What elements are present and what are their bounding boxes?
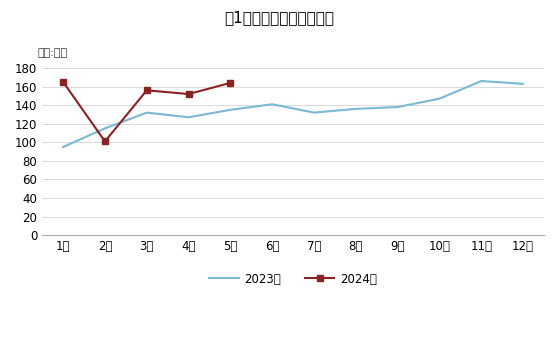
2024年 xyxy=(185,92,192,96)
2023年 xyxy=(394,105,401,109)
Legend: 2023年, 2024年: 2023年, 2024年 xyxy=(205,268,382,290)
2023年 xyxy=(311,110,318,115)
2023年 xyxy=(102,127,108,131)
2024年 xyxy=(60,80,67,84)
Text: 单位:亿件: 单位:亿件 xyxy=(37,48,67,58)
Line: 2023年: 2023年 xyxy=(63,81,523,147)
2023年 xyxy=(478,79,485,83)
2023年 xyxy=(144,110,150,115)
2024年 xyxy=(144,88,150,92)
2023年 xyxy=(520,82,527,86)
2023年 xyxy=(185,115,192,119)
2023年 xyxy=(436,97,443,101)
2023年 xyxy=(227,108,234,112)
2024年 xyxy=(227,81,234,85)
2023年 xyxy=(269,102,276,106)
2024年 xyxy=(102,139,108,144)
Text: 图1　邮政行业寄递业务量: 图1 邮政行业寄递业务量 xyxy=(225,10,334,25)
2023年 xyxy=(353,107,359,111)
Line: 2024年: 2024年 xyxy=(60,79,233,144)
2023年 xyxy=(60,145,67,149)
